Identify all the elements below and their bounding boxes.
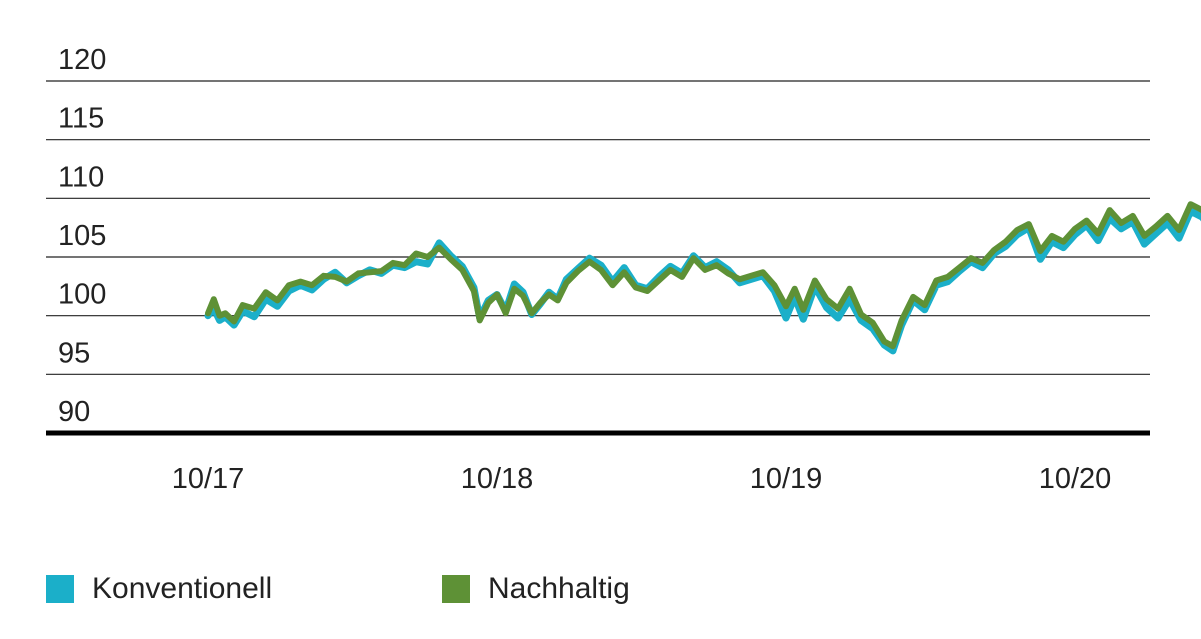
x-axis-ticks: 10/17 10/18 10/19 10/20	[172, 463, 1112, 495]
y-tick-label: 110	[58, 161, 104, 193]
series-lines	[204, 201, 1201, 355]
y-axis-ticks: 90 95 100 105 110 115 120	[58, 44, 106, 428]
y-tick-label: 115	[58, 103, 104, 135]
series-line-konventionell	[204, 207, 1201, 355]
line-chart: 90 95 100 105 110 115 120 10/17 10/18 10/19 10/20	[46, 44, 1201, 495]
x-tick-label: 10/18	[461, 463, 534, 495]
y-tick-label: 90	[58, 396, 90, 428]
legend-swatch-konventionell	[46, 575, 74, 603]
x-tick-label: 10/17	[172, 463, 245, 495]
y-tick-label: 100	[58, 279, 106, 311]
legend-item-konventionell: Konventionell	[46, 572, 272, 606]
legend-label-konventionell: Konventionell	[92, 572, 273, 605]
gridlines	[46, 80, 1150, 375]
y-tick-label: 105	[58, 220, 106, 252]
legend-label-nachhaltig: Nachhaltig	[488, 572, 630, 605]
legend-item-nachhaltig: Nachhaltig	[442, 572, 630, 606]
legend-swatch-nachhaltig	[442, 575, 470, 603]
x-tick-label: 10/19	[750, 463, 823, 495]
x-tick-label: 10/20	[1039, 463, 1112, 495]
y-tick-label: 95	[58, 337, 90, 369]
series-line-nachhaltig	[205, 201, 1201, 350]
y-tick-label: 120	[58, 44, 106, 76]
